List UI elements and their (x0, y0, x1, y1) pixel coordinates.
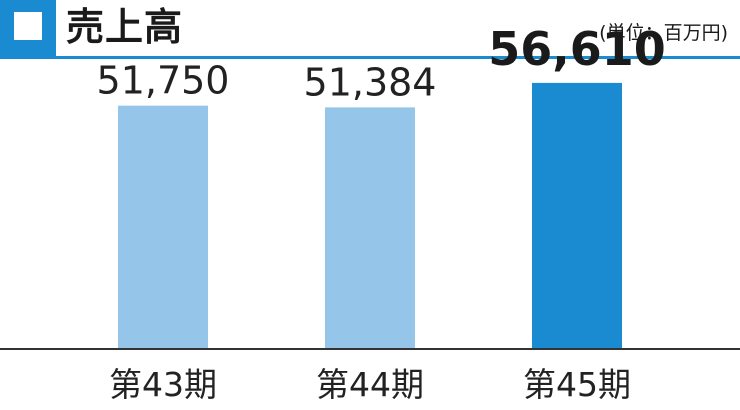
unit-label: (単位：百万円) (599, 22, 728, 44)
category-label-2: 第44期 (316, 365, 424, 404)
chart-header: 売上高 (単位：百万円) (0, 0, 740, 60)
title-square-icon (0, 0, 56, 56)
value-label-1: 51,750 (97, 59, 230, 103)
value-label-3: 56,610 (488, 22, 666, 76)
bar-1 (118, 105, 208, 348)
chart-title: 売上高 (66, 5, 184, 49)
value-label-2: 51,384 (304, 60, 437, 104)
bar-2 (325, 107, 415, 348)
header-rule (0, 56, 740, 59)
bar-3 (532, 82, 622, 349)
category-label-1: 第43期 (109, 365, 217, 404)
title-square-inner (14, 12, 42, 40)
category-label-3: 第45期 (523, 365, 631, 404)
